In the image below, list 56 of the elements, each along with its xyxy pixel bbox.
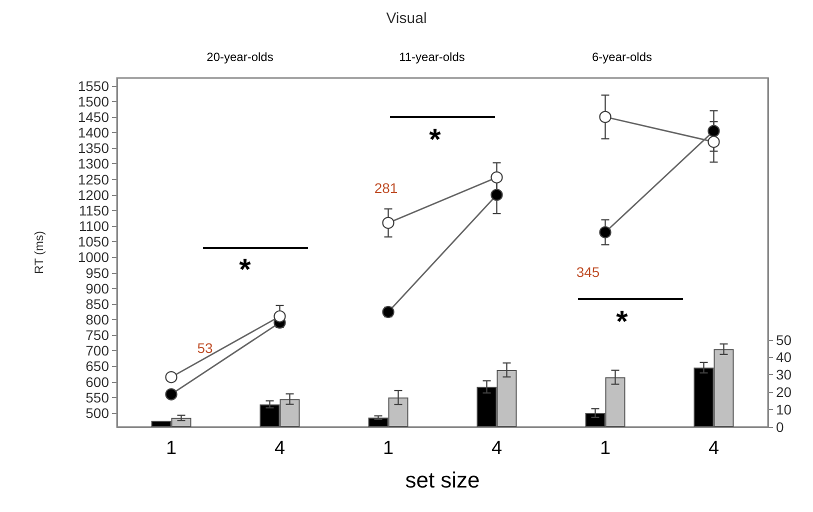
y2-tick-label: 40 xyxy=(776,349,792,366)
y-tick-label: 1050 xyxy=(78,234,110,250)
y-tick-label: 1400 xyxy=(78,124,110,141)
y-axis-title: RT (ms) xyxy=(32,231,46,274)
y-tick-label: 1000 xyxy=(78,249,110,266)
y2-tick-label: 50 xyxy=(776,332,792,348)
annotation: 345 xyxy=(576,264,600,280)
x-tick-label: 4 xyxy=(491,438,502,459)
y-tick-label: 700 xyxy=(86,342,110,359)
y-tick-label: 1350 xyxy=(78,140,110,156)
y2-tick-label: 20 xyxy=(776,384,792,400)
y-tick-label: 550 xyxy=(86,389,110,406)
y-tick-label: 1500 xyxy=(78,93,110,110)
text: 11-year-olds xyxy=(399,50,465,64)
point xyxy=(599,226,612,238)
point xyxy=(274,310,286,322)
point xyxy=(165,388,178,400)
text: 20-year-olds xyxy=(206,50,274,64)
y-tick-label: 1450 xyxy=(78,108,110,125)
y-tick-label: 1150 xyxy=(78,202,110,218)
y-tick-label: 1200 xyxy=(78,186,110,203)
annotation: * xyxy=(616,306,628,338)
point xyxy=(708,136,720,148)
x-tick-label: 4 xyxy=(708,438,720,459)
y2-tick-label: 10 xyxy=(776,402,792,418)
y-tick-label: 1300 xyxy=(78,156,110,172)
y-tick-label: 850 xyxy=(86,296,110,312)
point xyxy=(382,216,394,229)
y-tick-label: 950 xyxy=(86,264,110,281)
y-tick-label: 600 xyxy=(86,374,110,390)
y-tick-label: 750 xyxy=(86,327,110,344)
point xyxy=(708,124,720,138)
y-tick-label: 1550 xyxy=(78,78,110,94)
y-tick-label: 1250 xyxy=(78,171,110,188)
x-axis-title: set size xyxy=(405,468,480,492)
y2-tick-label: 30 xyxy=(776,366,792,383)
y-tick-label: 1100 xyxy=(78,218,110,234)
chart-title: Visual xyxy=(386,10,427,27)
y-tick-label: 500 xyxy=(86,404,110,421)
x-tick-label: 1 xyxy=(382,438,394,459)
annotation: 53 xyxy=(197,340,213,356)
annotation: * xyxy=(429,124,442,156)
y-tick-label: 650 xyxy=(86,358,110,374)
annotation: * xyxy=(239,254,252,286)
x-tick-label: 4 xyxy=(274,438,286,459)
point xyxy=(599,110,612,124)
y-tick-label: 800 xyxy=(86,311,110,328)
x-tick-label: 1 xyxy=(166,438,177,459)
text: 6-year-olds xyxy=(592,50,652,64)
y2-tick-label: 0 xyxy=(776,419,784,435)
point xyxy=(490,188,503,201)
y-tick-label: 900 xyxy=(86,280,110,296)
point xyxy=(490,171,503,184)
annotation: 281 xyxy=(374,180,398,196)
point xyxy=(165,371,178,384)
x-tick-label: 1 xyxy=(600,438,611,459)
